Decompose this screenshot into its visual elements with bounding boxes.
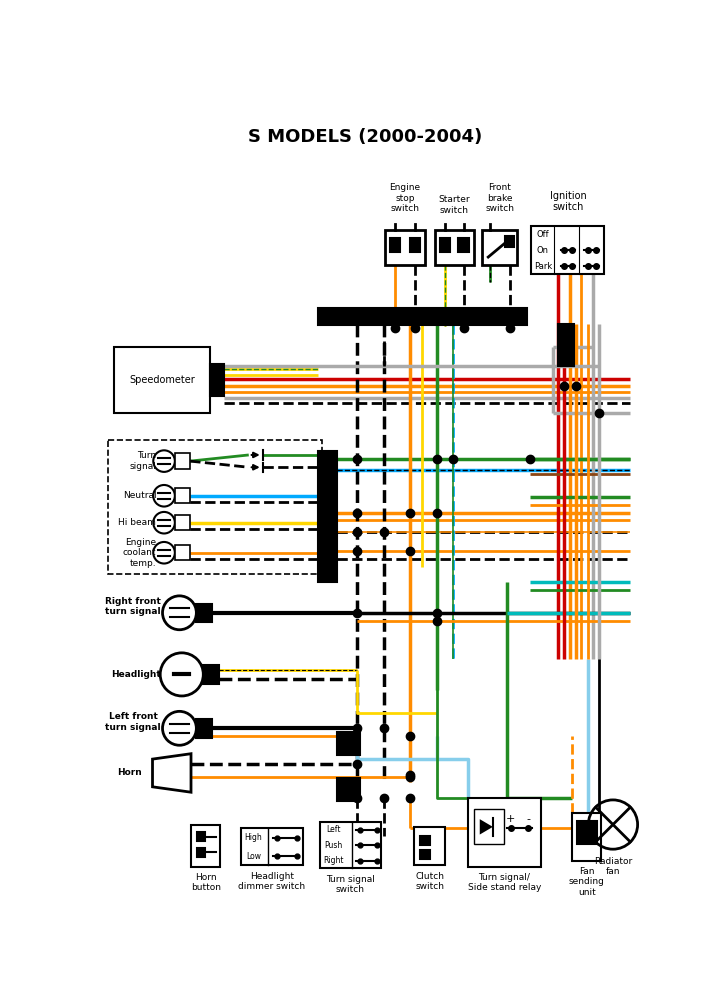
Text: Clutch
switch: Clutch switch [415,872,444,891]
Bar [198,848,205,857]
Bar [108,440,322,574]
Text: -: - [526,814,530,824]
Bar [196,604,212,622]
Bar [203,665,219,684]
Text: Radiator
fan: Radiator fan [594,857,632,876]
Text: Speedometer: Speedometer [129,375,195,385]
Text: Engine
stop
switch: Engine stop switch [389,183,421,213]
Bar [337,732,360,755]
Bar [440,238,451,252]
Bar [414,827,445,865]
Text: Left front
turn signal: Left front turn signal [106,712,161,732]
Text: Starter
switch: Starter switch [438,195,470,215]
Text: Ignition
switch: Ignition switch [550,191,586,212]
Bar [531,226,605,274]
Bar [482,230,518,265]
Bar [241,828,302,865]
Text: Turn
signal: Turn signal [130,451,156,471]
Text: Off: Off [537,230,549,239]
Bar [175,515,190,530]
Text: Right: Right [323,856,344,865]
Bar [506,236,514,247]
Text: Headlight: Headlight [111,670,160,679]
Bar [196,719,212,738]
Text: Fan
sending
unit: Fan sending unit [569,867,605,897]
Bar [175,545,190,560]
Text: Horn: Horn [117,768,142,777]
Bar [210,364,224,396]
Bar [319,822,381,868]
Bar [175,453,190,469]
Bar [474,809,503,844]
Text: Neutral: Neutral [123,491,156,500]
Bar [421,836,430,845]
Text: Left: Left [327,825,341,834]
Bar [198,832,205,841]
Bar [421,850,430,859]
Text: +: + [506,814,515,824]
Bar [114,347,210,413]
Text: Low: Low [246,852,261,861]
Text: Headlight
dimmer switch: Headlight dimmer switch [238,872,305,891]
Text: Hi beam: Hi beam [118,518,156,527]
Bar [175,488,190,503]
Text: Horn
button: Horn button [190,873,220,892]
Bar [572,813,602,861]
Bar [390,238,401,252]
Bar [435,230,473,265]
Bar [458,238,469,252]
Bar [468,798,541,867]
Polygon shape [480,819,493,835]
Text: Engine
coolant
temp.: Engine coolant temp. [123,538,156,568]
Text: Park: Park [534,262,552,271]
Text: S MODELS (2000-2004): S MODELS (2000-2004) [248,128,482,146]
Bar [318,308,528,325]
Text: Turn signal
switch: Turn signal switch [326,875,375,894]
Bar [410,238,421,252]
Text: High: High [245,833,262,842]
Text: Front
brake
switch: Front brake switch [486,183,514,213]
Bar [558,324,575,366]
Bar [337,778,360,801]
Bar [385,230,425,265]
Bar [318,451,337,582]
Text: Turn signal/
Side stand relay: Turn signal/ Side stand relay [468,873,541,892]
Text: Right front
turn signal: Right front turn signal [106,597,161,616]
Text: Push: Push [324,841,342,850]
Text: On: On [537,246,549,255]
Bar [577,821,597,844]
Bar [191,825,220,867]
